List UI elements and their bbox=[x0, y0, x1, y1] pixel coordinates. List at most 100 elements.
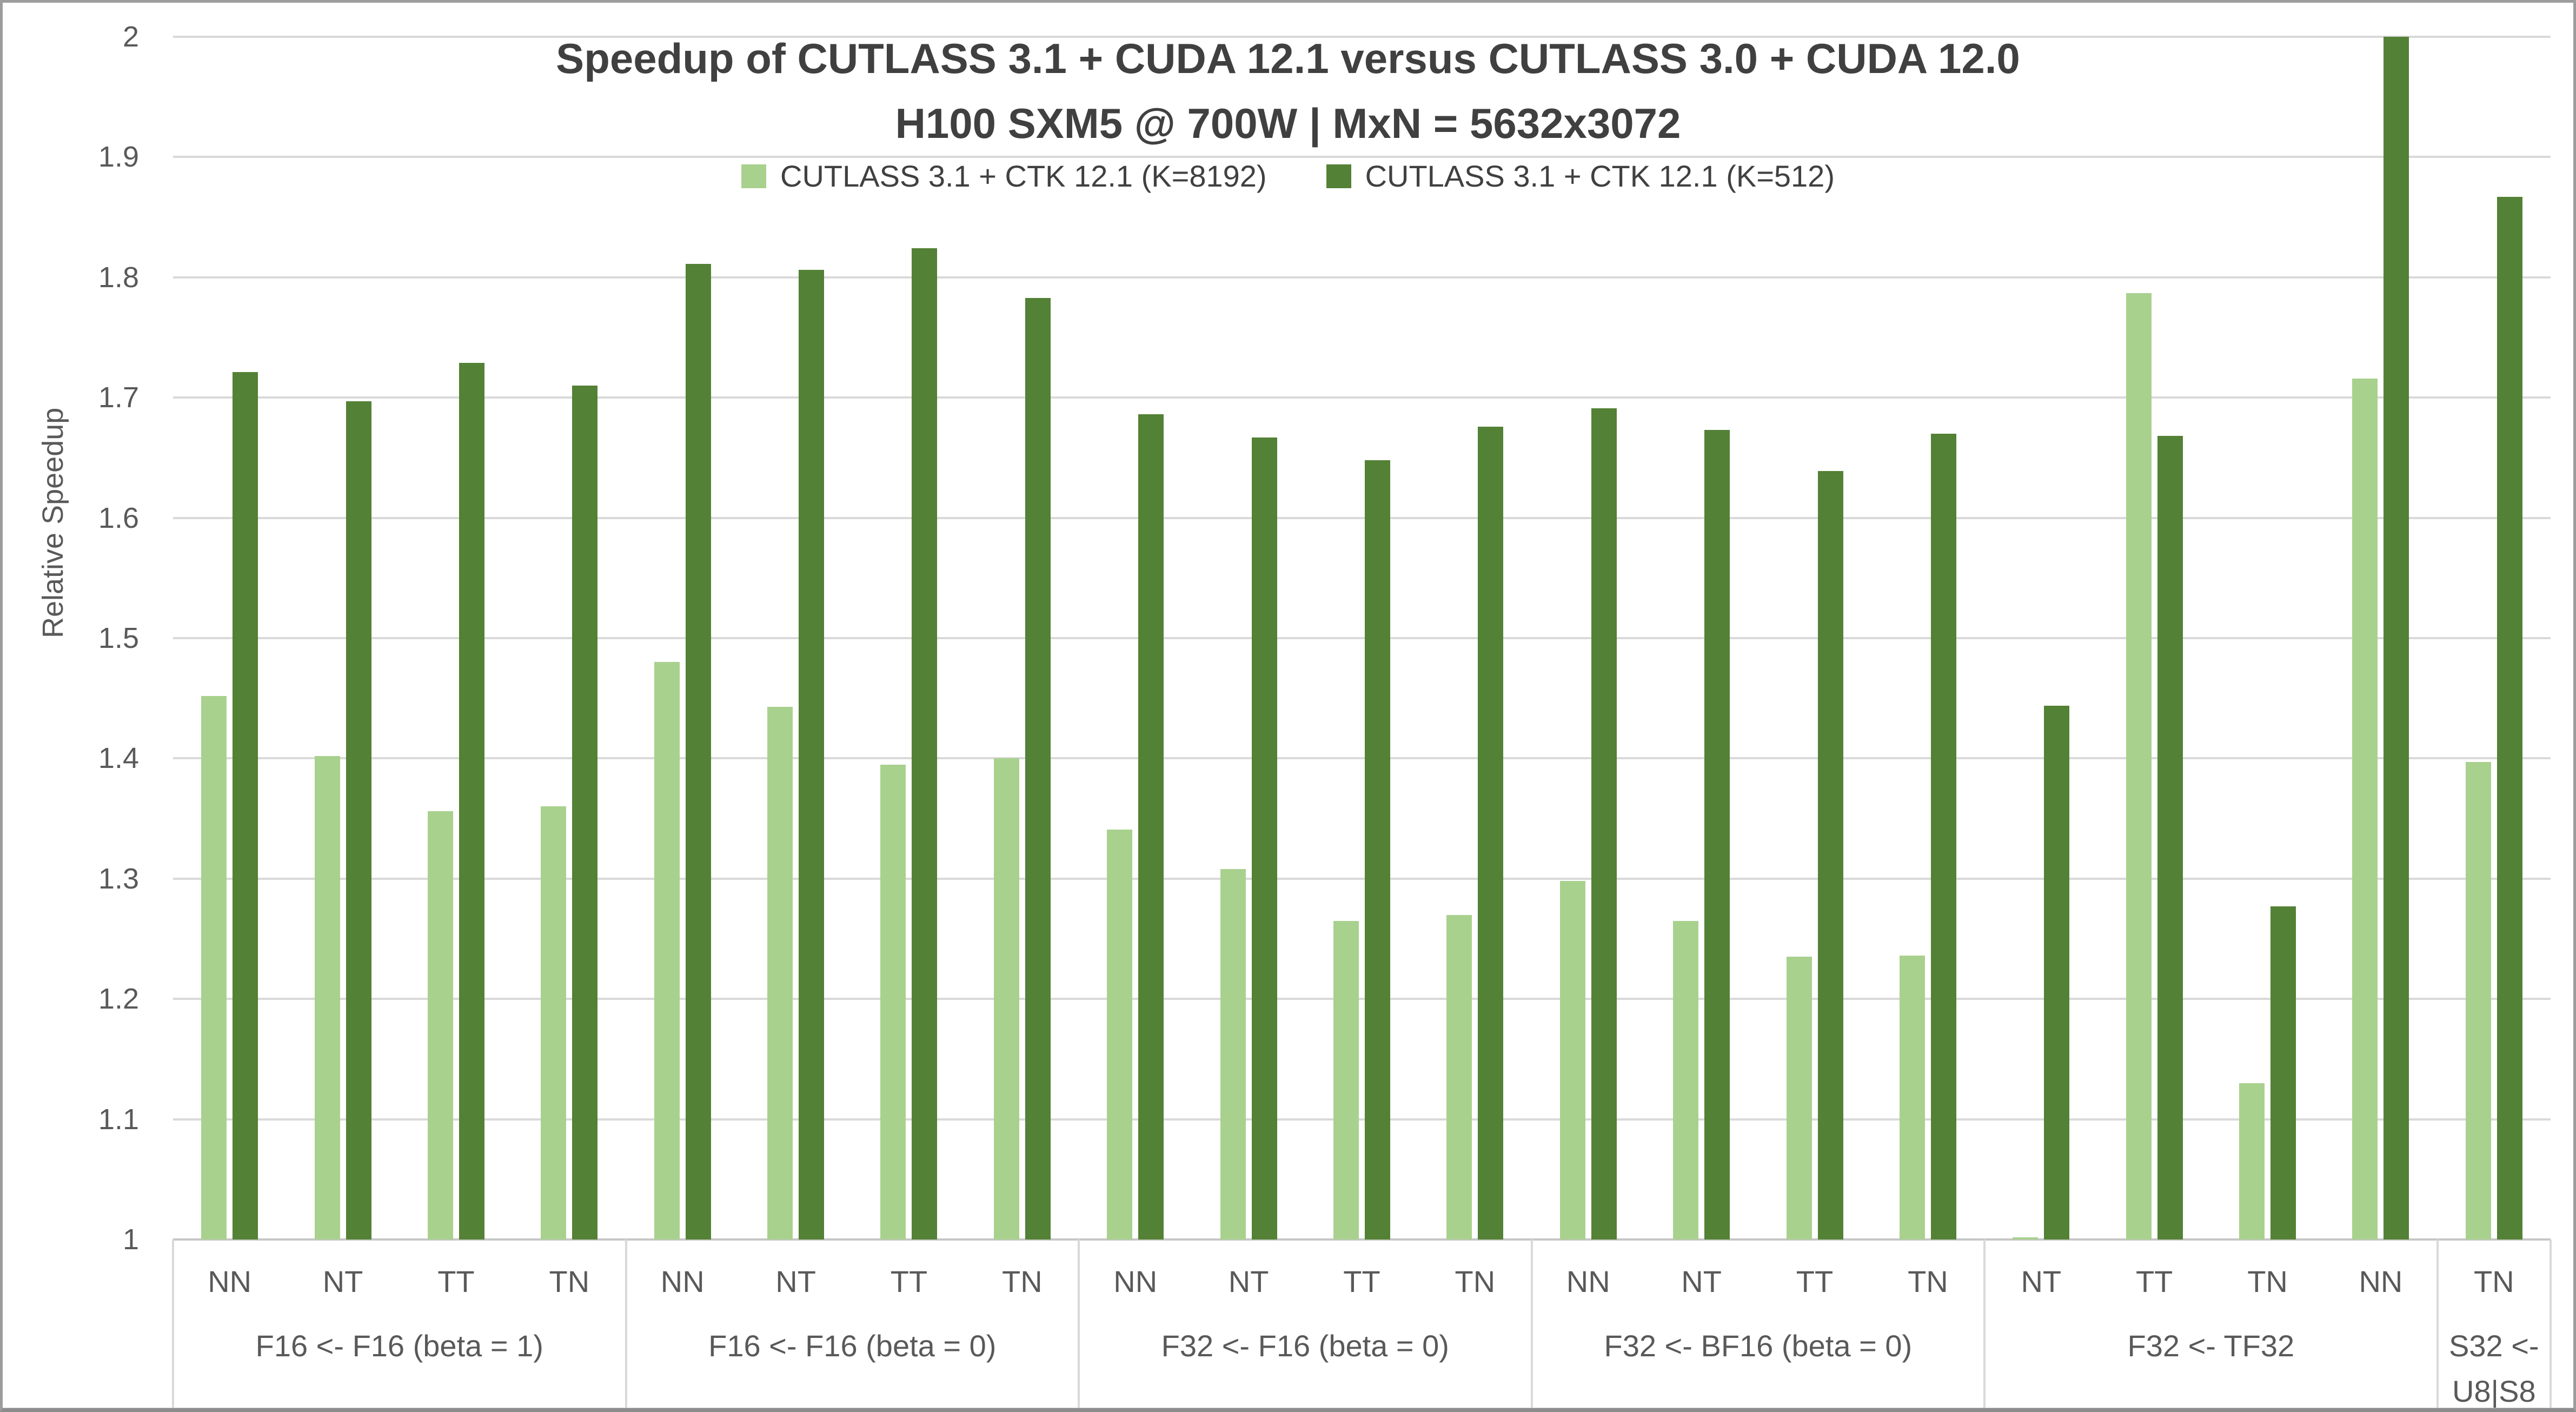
bar-k8192 bbox=[880, 764, 906, 1239]
group-label: S32 <- U8|S8 bbox=[2449, 1329, 2539, 1408]
grid-line bbox=[173, 156, 2551, 158]
x-category-label: TN bbox=[1002, 1264, 1043, 1298]
bar-k8192 bbox=[2352, 378, 2378, 1239]
bar-k512 bbox=[2384, 37, 2409, 1239]
x-category-label: TN bbox=[549, 1264, 590, 1298]
grid-line bbox=[173, 637, 2551, 639]
bar-k512 bbox=[686, 264, 711, 1239]
bar-k8192 bbox=[1220, 869, 1246, 1239]
x-category-label: TN bbox=[2473, 1264, 2514, 1298]
bar-k8192 bbox=[1107, 829, 1132, 1239]
x-category-label: NN bbox=[660, 1264, 705, 1298]
legend-swatch-icon bbox=[741, 164, 766, 188]
bar-k8192 bbox=[2126, 293, 2152, 1239]
bar-k8192 bbox=[994, 758, 1019, 1239]
group-label: F32 <- TF32 bbox=[2127, 1329, 2295, 1363]
bar-k512 bbox=[459, 362, 484, 1239]
grid-line bbox=[173, 757, 2551, 760]
bar-k512 bbox=[1478, 426, 1503, 1239]
grid-line bbox=[173, 998, 2551, 1000]
bar-k8192 bbox=[1560, 881, 1585, 1239]
y-tick-label: 1.8 bbox=[98, 261, 139, 294]
group-separator bbox=[172, 1239, 174, 1408]
bar-k8192 bbox=[541, 806, 566, 1239]
x-category-label: NT bbox=[1681, 1264, 1722, 1298]
grid-line bbox=[173, 877, 2551, 880]
bar-k8192 bbox=[767, 706, 793, 1239]
bar-k8192 bbox=[2239, 1083, 2265, 1239]
x-category-label: TT bbox=[890, 1264, 928, 1298]
y-tick-label: 1.6 bbox=[98, 501, 139, 534]
x-category-label: NN bbox=[208, 1264, 252, 1298]
bar-k512 bbox=[572, 385, 597, 1239]
group-separator bbox=[1530, 1239, 1533, 1408]
bar-k512 bbox=[1138, 414, 1164, 1239]
grid-line bbox=[173, 1238, 2551, 1241]
legend-item: CUTLASS 3.1 + CTK 12.1 (K=512) bbox=[1326, 158, 1835, 194]
bar-k512 bbox=[233, 372, 258, 1239]
y-tick-label: 1 bbox=[122, 1223, 139, 1256]
bar-k512 bbox=[346, 401, 371, 1239]
bar-k512 bbox=[1818, 470, 1843, 1239]
bar-k512 bbox=[1931, 433, 1956, 1239]
x-category-label: NN bbox=[2359, 1264, 2403, 1298]
bar-k512 bbox=[1704, 430, 1730, 1239]
bar-k8192 bbox=[201, 695, 227, 1239]
bar-k512 bbox=[2044, 705, 2069, 1239]
bar-k8192 bbox=[315, 755, 340, 1239]
bar-k8192 bbox=[1900, 956, 1925, 1239]
x-category-label: TN bbox=[1908, 1264, 1948, 1298]
y-tick-label: 1.9 bbox=[98, 141, 139, 174]
bar-k8192 bbox=[654, 662, 680, 1239]
x-category-label: TT bbox=[2135, 1264, 2173, 1298]
y-tick-label: 1.3 bbox=[98, 862, 139, 895]
x-category-label: TT bbox=[1796, 1264, 1834, 1298]
legend-swatch-icon bbox=[1326, 164, 1351, 188]
bar-k8192 bbox=[1673, 920, 1698, 1239]
bar-k8192 bbox=[1446, 914, 1472, 1239]
x-category-label: NT bbox=[775, 1264, 816, 1298]
x-category-label: NT bbox=[2021, 1264, 2062, 1298]
bar-k8192 bbox=[428, 811, 453, 1239]
bar-k512 bbox=[1025, 297, 1051, 1239]
x-category-label: TN bbox=[2247, 1264, 2288, 1298]
bar-k8192 bbox=[2013, 1237, 2038, 1239]
y-tick-label: 1.1 bbox=[98, 1103, 139, 1136]
bar-k512 bbox=[2497, 196, 2522, 1239]
group-label: F32 <- F16 (beta = 0) bbox=[1161, 1329, 1449, 1363]
y-tick-label: 1.2 bbox=[98, 983, 139, 1016]
y-tick-label: 1.4 bbox=[98, 742, 139, 775]
bar-k512 bbox=[1252, 437, 1277, 1239]
x-category-label: TT bbox=[437, 1264, 475, 1298]
x-category-label: NN bbox=[1113, 1264, 1158, 1298]
grid-line bbox=[173, 396, 2551, 399]
y-tick-label: 1.5 bbox=[98, 622, 139, 654]
grid-line bbox=[173, 516, 2551, 519]
grid-line bbox=[173, 1118, 2551, 1121]
x-axis-bottom-border bbox=[3, 1408, 2576, 1410]
x-category-label: TT bbox=[1343, 1264, 1380, 1298]
bar-k512 bbox=[1591, 408, 1617, 1239]
bar-k8192 bbox=[1787, 957, 1812, 1239]
bar-k8192 bbox=[1333, 920, 1359, 1239]
group-separator bbox=[2550, 1239, 2552, 1408]
legend-item: CUTLASS 3.1 + CTK 12.1 (K=8192) bbox=[741, 158, 1267, 194]
group-label: F32 <- BF16 (beta = 0) bbox=[1604, 1329, 1913, 1363]
bar-k8192 bbox=[2466, 762, 2491, 1239]
bar-k512 bbox=[1365, 460, 1390, 1239]
group-label: F16 <- F16 (beta = 0) bbox=[708, 1329, 997, 1363]
legend-label: CUTLASS 3.1 + CTK 12.1 (K=512) bbox=[1365, 159, 1835, 193]
group-separator bbox=[2436, 1239, 2439, 1408]
grid-line bbox=[173, 276, 2551, 279]
y-tick-label: 2 bbox=[122, 21, 139, 53]
chart-subtitle: H100 SXM5 @ 700W | MxN = 5632x3072 bbox=[895, 100, 1681, 147]
x-category-label: TN bbox=[1455, 1264, 1496, 1298]
group-separator bbox=[1983, 1239, 1986, 1408]
bar-k512 bbox=[2157, 436, 2183, 1239]
chart-title: Speedup of CUTLASS 3.1 + CUDA 12.1 versu… bbox=[556, 35, 2020, 82]
group-label: F16 <- F16 (beta = 1) bbox=[255, 1329, 543, 1363]
legend-label: CUTLASS 3.1 + CTK 12.1 (K=8192) bbox=[780, 159, 1267, 193]
group-separator bbox=[625, 1239, 627, 1408]
x-category-label: NT bbox=[1228, 1264, 1269, 1298]
